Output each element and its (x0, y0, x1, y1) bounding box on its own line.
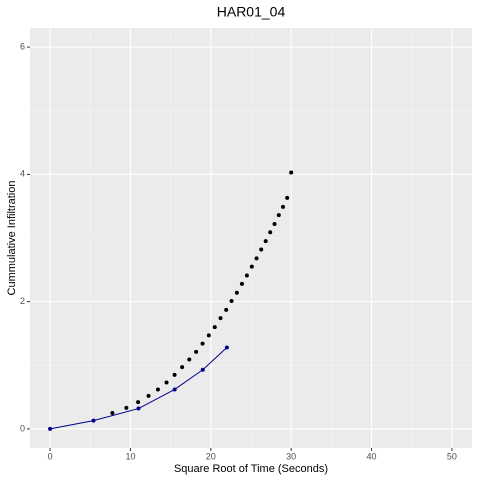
point (229, 299, 234, 303)
point (180, 365, 185, 370)
point (212, 325, 217, 330)
point (194, 349, 199, 354)
x-tick-label: 40 (367, 451, 377, 461)
point (244, 273, 249, 278)
x-tick-label: 50 (447, 451, 457, 461)
chart-title: HAR01_04 (217, 4, 286, 20)
point (254, 256, 259, 261)
point (285, 195, 290, 200)
point (146, 393, 151, 398)
y-tick-label: 2 (20, 296, 25, 306)
point (289, 170, 294, 175)
point (239, 281, 244, 286)
point (263, 239, 268, 244)
point (200, 341, 205, 346)
point (249, 264, 254, 269)
point (172, 387, 177, 392)
point (110, 411, 115, 415)
point (224, 307, 229, 312)
point (272, 222, 277, 226)
point (206, 333, 211, 338)
point (164, 380, 169, 385)
x-tick-label: 10 (125, 451, 135, 461)
point (187, 357, 192, 362)
point (224, 345, 229, 350)
point (268, 230, 273, 235)
point (124, 405, 129, 410)
y-tick-label: 0 (20, 423, 25, 433)
point (48, 426, 53, 431)
point (172, 372, 177, 377)
point (276, 213, 281, 218)
point (91, 418, 96, 423)
point (218, 316, 223, 321)
series-line (49, 347, 228, 430)
x-tick-label: 0 (48, 451, 53, 461)
x-tick-label: 30 (286, 451, 296, 461)
point (200, 367, 205, 372)
x-tick-label: 20 (206, 451, 216, 461)
point (234, 290, 239, 295)
point (155, 387, 160, 392)
y-tick-label: 4 (20, 169, 25, 179)
point (136, 406, 141, 411)
y-axis-label: Cummulative Infiltration (6, 181, 18, 296)
x-axis-label: Square Root of Time (Seconds) (174, 463, 328, 475)
point (280, 204, 285, 209)
y-tick-label: 6 (20, 41, 25, 51)
point (136, 400, 141, 405)
point (259, 247, 264, 252)
